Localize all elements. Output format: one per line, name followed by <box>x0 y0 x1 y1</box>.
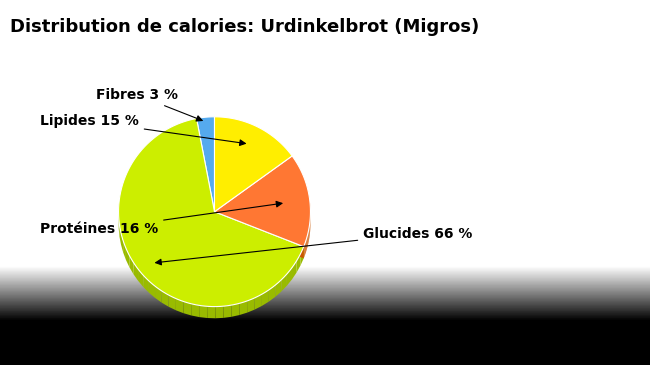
Text: Protéines 16 %: Protéines 16 % <box>40 201 282 236</box>
Polygon shape <box>281 274 287 292</box>
Polygon shape <box>214 117 292 212</box>
Polygon shape <box>287 268 292 286</box>
Text: Distribution de calories: Urdinkelbrot (Migros): Distribution de calories: Urdinkelbrot (… <box>10 18 479 36</box>
Polygon shape <box>183 301 191 315</box>
Polygon shape <box>292 261 296 279</box>
Polygon shape <box>176 299 183 313</box>
Polygon shape <box>231 303 239 317</box>
Polygon shape <box>239 301 247 315</box>
Polygon shape <box>304 243 305 257</box>
Polygon shape <box>196 117 214 212</box>
Text: Lipides 15 %: Lipides 15 % <box>40 114 245 145</box>
Polygon shape <box>133 262 138 281</box>
Polygon shape <box>224 305 231 318</box>
Polygon shape <box>143 275 149 293</box>
Polygon shape <box>199 306 207 318</box>
Text: Fibres 3 %: Fibres 3 % <box>96 88 202 121</box>
Polygon shape <box>214 212 304 258</box>
Polygon shape <box>214 156 311 247</box>
Polygon shape <box>121 233 123 252</box>
Text: © vitahoy.ch: © vitahoy.ch <box>10 345 99 358</box>
Polygon shape <box>118 119 304 307</box>
Polygon shape <box>247 298 255 312</box>
Polygon shape <box>168 295 176 310</box>
Polygon shape <box>162 291 168 307</box>
Polygon shape <box>296 254 300 273</box>
Polygon shape <box>300 247 304 266</box>
Text: Glucides 66 %: Glucides 66 % <box>155 227 473 265</box>
Polygon shape <box>207 306 215 318</box>
Polygon shape <box>138 269 143 287</box>
Polygon shape <box>215 306 224 318</box>
Polygon shape <box>191 304 199 317</box>
Polygon shape <box>269 285 276 301</box>
Polygon shape <box>129 255 133 274</box>
Polygon shape <box>123 241 126 260</box>
Polygon shape <box>255 294 262 310</box>
Polygon shape <box>214 212 304 258</box>
Polygon shape <box>126 248 129 267</box>
Polygon shape <box>262 290 269 306</box>
Polygon shape <box>120 225 121 245</box>
Polygon shape <box>276 280 281 297</box>
Polygon shape <box>155 286 162 303</box>
Polygon shape <box>119 217 120 237</box>
Polygon shape <box>149 281 155 298</box>
